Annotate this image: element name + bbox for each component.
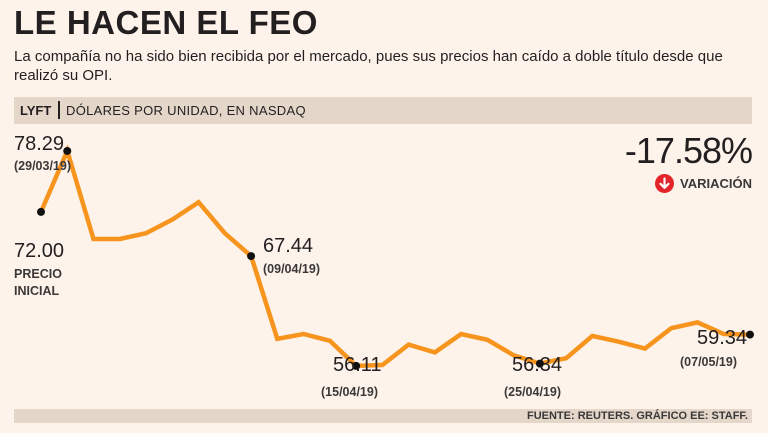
data-point-marker (746, 330, 754, 339)
ticker-label: LYFT (20, 103, 52, 118)
initial-price-value: 72.00 (14, 240, 65, 262)
chart-title: LE HACEN EL FEO (14, 4, 318, 41)
source-note: FUENTE: REUTERS. GRÁFICO EE: STAFF. (526, 410, 748, 422)
last-date: (07/05/19) (680, 355, 737, 369)
data-point-marker (352, 361, 361, 370)
data-point-marker (63, 146, 72, 155)
footer-bar: FUENTE: REUTERS. GRÁFICO EE: STAFF. (14, 409, 752, 423)
units-label: DÓLARES POR UNIDAD, EN NASDAQ (66, 103, 306, 118)
apr15-value: 56.11 (333, 354, 382, 376)
separator (58, 101, 60, 119)
arrow-down-icon (655, 174, 675, 193)
price-line (38, 144, 753, 369)
data-point-marker (247, 252, 256, 261)
data-point-marker (37, 207, 45, 216)
apr15-date: (15/04/19) (321, 385, 378, 399)
apr25-value: 56.34 (512, 354, 563, 376)
last-value: 59.34 (697, 327, 748, 349)
units-bar: LYFT DÓLARES POR UNIDAD, EN NASDAQ (14, 97, 752, 124)
chart-subtitle: La compañía no ha sido bien recibida por… (14, 48, 723, 84)
peak-value: 78.29 (14, 133, 65, 155)
change-label-row: VARIACIÓN (655, 174, 752, 193)
change-label: VARIACIÓN (680, 176, 752, 191)
initial-price-label: PRECIO INICIAL (14, 266, 62, 300)
initial-price-label-line2: INICIAL (14, 284, 60, 298)
data-point-marker (535, 359, 544, 368)
change-value: -17.58% (624, 130, 753, 171)
initial-price-label-line1: PRECIO (14, 267, 62, 281)
apr25-date: (25/04/19) (504, 385, 561, 399)
apr9-value: 67.44 (263, 235, 314, 257)
peak-date: (29/03/19) (14, 159, 71, 173)
apr9-date: (09/04/19) (263, 262, 320, 276)
